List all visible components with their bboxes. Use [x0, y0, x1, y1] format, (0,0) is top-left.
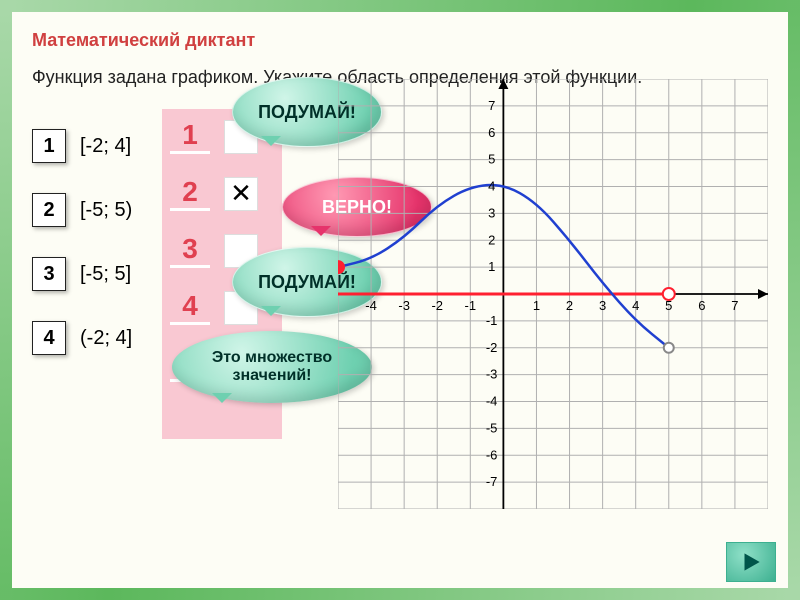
- score-number: 2: [170, 176, 210, 211]
- svg-text:7: 7: [731, 298, 738, 313]
- score-box: ✕: [224, 177, 258, 211]
- svg-text:-1: -1: [486, 313, 498, 328]
- svg-text:4: 4: [632, 298, 639, 313]
- answer-label: [-5; 5): [80, 199, 132, 222]
- svg-text:-4: -4: [365, 298, 377, 313]
- svg-text:-4: -4: [486, 394, 498, 409]
- function-chart: -4 -3 -2 -1 1 2 3 4 5 6 7 1 2 3 4 5 6 7 -1 -2 -3 -4 -5 -6 -7: [338, 79, 768, 509]
- score-number: 1: [170, 119, 210, 154]
- score-number: 4: [170, 290, 210, 325]
- svg-text:-3: -3: [486, 367, 498, 382]
- svg-text:5: 5: [488, 152, 495, 167]
- svg-text:5: 5: [665, 298, 672, 313]
- answer-button-3[interactable]: 3: [32, 257, 66, 291]
- svg-text:-2: -2: [431, 298, 443, 313]
- svg-text:1: 1: [533, 298, 540, 313]
- page-title: Математический диктант: [32, 30, 768, 51]
- svg-text:6: 6: [488, 125, 495, 140]
- play-icon: [738, 549, 764, 575]
- answer-button-2[interactable]: 2: [32, 193, 66, 227]
- score-number: 3: [170, 233, 210, 268]
- svg-text:-2: -2: [486, 340, 498, 355]
- next-button[interactable]: [726, 542, 776, 582]
- answer-button-4[interactable]: 4: [32, 321, 66, 355]
- svg-text:4: 4: [488, 179, 495, 194]
- answer-label: [-2; 4]: [80, 135, 131, 158]
- svg-text:-7: -7: [486, 474, 498, 489]
- svg-text:2: 2: [566, 298, 573, 313]
- score-row: 2✕: [170, 176, 274, 211]
- svg-text:-6: -6: [486, 448, 498, 463]
- svg-text:6: 6: [698, 298, 705, 313]
- svg-text:-1: -1: [465, 298, 477, 313]
- svg-text:3: 3: [599, 298, 606, 313]
- svg-text:2: 2: [488, 233, 495, 248]
- svg-text:-3: -3: [398, 298, 410, 313]
- svg-text:-5: -5: [486, 421, 498, 436]
- svg-text:3: 3: [488, 206, 495, 221]
- answer-label: [-5; 5]: [80, 263, 131, 286]
- svg-text:7: 7: [488, 98, 495, 113]
- answer-label: (-2; 4]: [80, 327, 132, 350]
- svg-text:1: 1: [488, 259, 495, 274]
- answer-button-1[interactable]: 1: [32, 129, 66, 163]
